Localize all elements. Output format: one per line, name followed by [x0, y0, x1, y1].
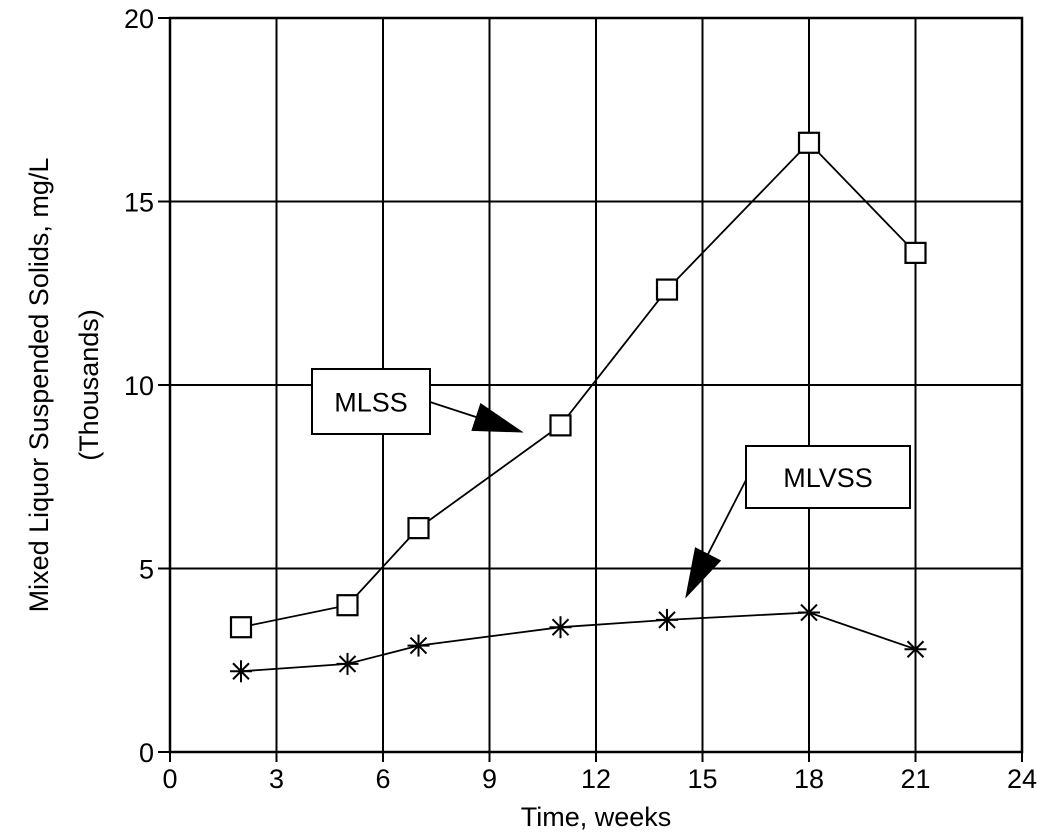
- mlvss-point: [549, 616, 572, 639]
- annotations: MLSS MLVSS: [311, 368, 911, 599]
- mlvss-point: [904, 638, 927, 661]
- mlss-point: [229, 616, 253, 639]
- mlvss-point: [407, 634, 430, 657]
- x-tick-label: 15: [687, 764, 717, 794]
- x-tick-label: 6: [375, 764, 390, 794]
- mlss-point: [336, 594, 359, 617]
- mlvss-point: [230, 660, 252, 683]
- x-axis-title: Time, weeks: [521, 802, 672, 832]
- x-tick-label: 24: [1007, 764, 1037, 794]
- mlss-point: [407, 517, 430, 540]
- axis-ticks: 0 3 6 9 12 15 18 21 24 0 5 10 15 20: [124, 4, 1037, 794]
- mlvss-arrow-head: [685, 547, 722, 599]
- x-tick-label: 9: [482, 764, 497, 794]
- mlss-callout-box: [311, 368, 431, 435]
- mlvss-point: [656, 608, 678, 631]
- mlss-point: [655, 278, 679, 301]
- mlvss-point: [336, 652, 359, 675]
- mlvss-arrow-shaft: [707, 479, 747, 555]
- mlss-point: [797, 131, 821, 154]
- x-tick-label: 21: [900, 764, 930, 794]
- mlvss-line: [240, 611, 916, 673]
- mlvss-callout-label: MLVSS: [783, 463, 873, 493]
- y-axis-title: Mixed Liquor Suspended Solids, mg/L: [24, 158, 54, 613]
- mlvss-point: [798, 601, 820, 624]
- y-tick-label: 10: [124, 371, 154, 401]
- series-layer: [229, 131, 927, 683]
- mlss-callout-label: MLSS: [334, 388, 408, 418]
- mlss-point: [904, 241, 927, 264]
- mlss-arrow-head: [471, 403, 524, 433]
- y-tick-label: 0: [139, 738, 154, 768]
- x-tick-label: 12: [581, 764, 611, 794]
- y-tick-label: 20: [124, 4, 154, 34]
- y-axis-subtitle: (Thousands): [74, 309, 104, 461]
- mlss-point: [549, 414, 572, 437]
- x-tick-label: 0: [162, 764, 177, 794]
- y-tick-label: 5: [139, 555, 154, 585]
- mlvss-callout-box: [745, 445, 911, 509]
- mlss-arrow-shaft: [429, 401, 477, 418]
- x-tick-label: 3: [269, 764, 284, 794]
- y-tick-label: 15: [124, 188, 154, 218]
- x-tick-label: 18: [794, 764, 824, 794]
